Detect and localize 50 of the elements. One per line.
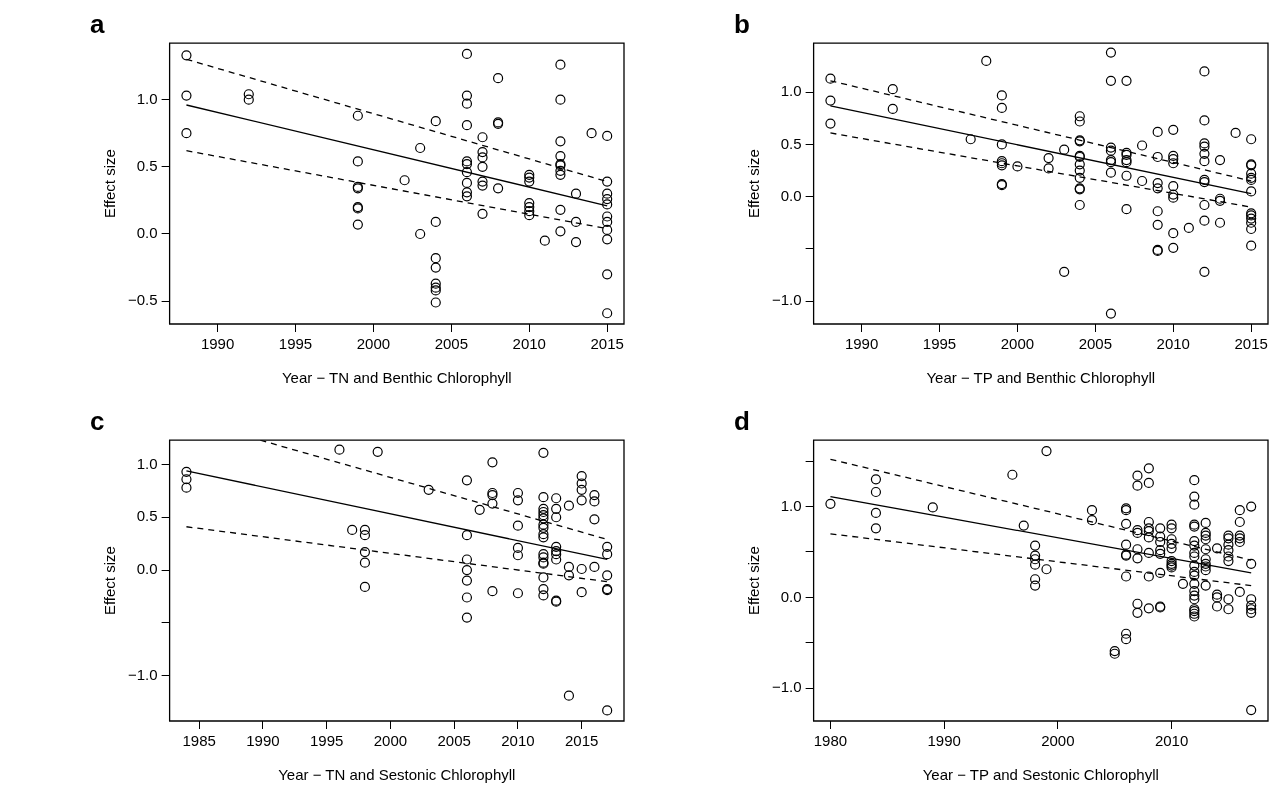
x-tick-label: 1995 xyxy=(278,335,313,353)
y-tick-label: 0.5 xyxy=(136,156,158,174)
y-tick-label: −1.0 xyxy=(771,291,802,309)
x-axis-title: Year − TP and Sestonic Chlorophyll xyxy=(922,766,1159,784)
x-tick-label: 1990 xyxy=(200,335,235,353)
chart-title: d xyxy=(734,405,750,436)
y-tick-label: 1.0 xyxy=(136,454,158,472)
y-tick-label: 0.0 xyxy=(136,560,158,578)
y-tick-label: 0.0 xyxy=(136,224,158,242)
x-tick-label: 2015 xyxy=(1234,335,1268,353)
x-tick-label: 1995 xyxy=(310,732,344,750)
x-tick-label: 2000 xyxy=(356,335,391,353)
y-tick-label: 0.0 xyxy=(780,587,802,605)
x-tick-label: 1995 xyxy=(922,335,957,353)
x-tick-label: 2010 xyxy=(1156,335,1190,353)
y-tick-label: 1.0 xyxy=(136,89,158,107)
y-axis-title: Effect size xyxy=(101,149,119,219)
y-axis-title: Effect size xyxy=(101,546,119,616)
x-tick-label: 2000 xyxy=(1041,732,1075,750)
y-axis-title: Effect size xyxy=(745,546,763,616)
x-tick-label: 2005 xyxy=(1078,335,1113,353)
x-tick-label: 2000 xyxy=(373,732,408,750)
y-tick-label: −0.5 xyxy=(127,291,158,309)
x-tick-label: 1985 xyxy=(182,732,216,750)
x-tick-label: 1980 xyxy=(813,732,848,750)
x-tick-label: 2010 xyxy=(1154,732,1189,750)
x-axis-title: Year − TN and Benthic Chlorophyll xyxy=(281,369,512,387)
y-tick-label: 0.5 xyxy=(780,134,802,152)
x-axis-title: Year − TN and Sestonic Chlorophyll xyxy=(278,766,516,784)
chart-title: b xyxy=(734,8,750,39)
y-axis-title: Effect size xyxy=(745,149,763,219)
y-tick-label: −1.0 xyxy=(127,665,158,683)
y-tick-label: 1.0 xyxy=(780,82,802,100)
chart-title: a xyxy=(90,8,105,39)
chart-title: c xyxy=(90,405,105,436)
x-tick-label: 1990 xyxy=(246,732,280,750)
x-tick-label: 2005 xyxy=(437,732,471,750)
y-tick-label: 0.5 xyxy=(136,507,158,525)
x-tick-label: 1990 xyxy=(927,732,961,750)
y-tick-label: 1.0 xyxy=(780,496,802,514)
x-tick-label: 1990 xyxy=(844,335,879,353)
x-tick-label: 2015 xyxy=(564,732,599,750)
x-tick-label: 2005 xyxy=(434,335,469,353)
y-tick-label: −1.0 xyxy=(771,678,802,696)
x-axis-title: Year − TP and Benthic Chlorophyll xyxy=(926,369,1156,387)
x-tick-label: 2010 xyxy=(512,335,546,353)
x-tick-label: 2015 xyxy=(590,335,624,353)
x-tick-label: 2010 xyxy=(501,732,535,750)
x-tick-label: 2000 xyxy=(1000,335,1035,353)
y-tick-label: 0.0 xyxy=(780,186,802,204)
